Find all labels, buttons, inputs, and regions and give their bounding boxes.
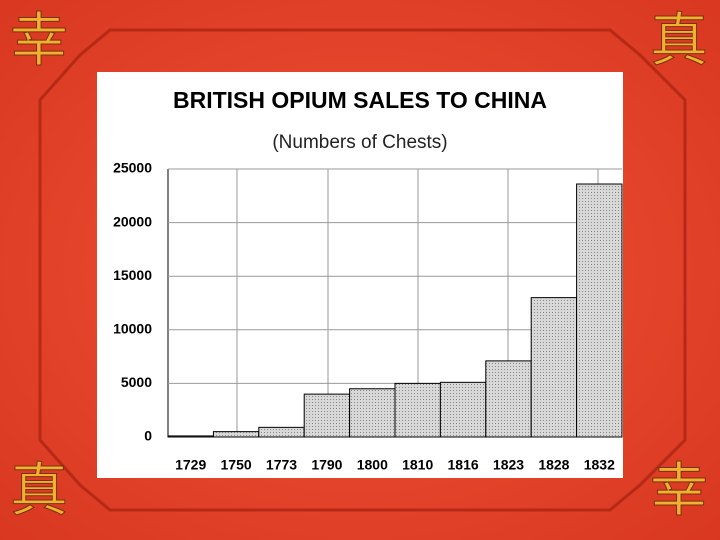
y-tick-label: 5000 [121, 374, 152, 390]
decoration: 真 [650, 6, 708, 74]
bar [258, 426, 305, 438]
y-tick-label: 10000 [113, 321, 152, 337]
x-tick-label: 1790 [311, 457, 342, 473]
bar [439, 381, 487, 438]
x-tick-label: 1810 [402, 457, 433, 473]
x-tick-label: 1828 [538, 457, 569, 473]
bar [394, 382, 441, 438]
chart-subtitle: (Numbers of Chests) [272, 132, 447, 153]
bar [485, 360, 532, 438]
x-tick-label: 1750 [221, 457, 252, 473]
x-tick-label: 1823 [493, 457, 524, 473]
chart-title: BRITISH OPIUM SALES TO CHINA [173, 87, 547, 113]
decoration: 幸 [650, 456, 708, 524]
bar [303, 393, 351, 438]
x-tick-label: 1800 [357, 457, 388, 473]
decoration: 真 [10, 456, 68, 524]
bar [576, 183, 623, 438]
x-tick-label: 1816 [448, 457, 479, 473]
x-tick-label: 1832 [584, 457, 615, 473]
bar [530, 297, 578, 438]
y-tick-label: 20000 [113, 213, 152, 229]
decoration: 幸 [10, 6, 68, 74]
y-tick-label: 15000 [113, 267, 152, 283]
y-tick-label: 25000 [113, 160, 152, 176]
frame [38, 28, 687, 512]
x-tick-label: 1729 [175, 457, 206, 473]
bar [349, 388, 396, 438]
bar [212, 431, 260, 438]
y-tick-label: 0 [144, 428, 152, 444]
x-tick-label: 1773 [266, 457, 297, 473]
